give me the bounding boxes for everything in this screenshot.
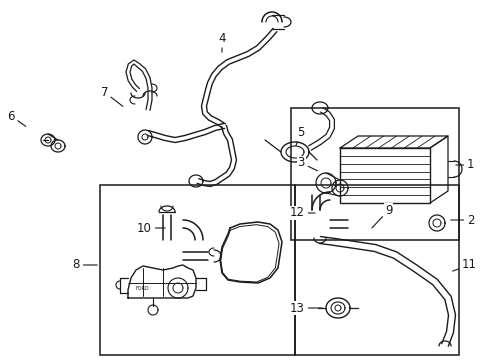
Bar <box>339 148 429 203</box>
Text: FORD: FORD <box>136 286 149 291</box>
Text: 13: 13 <box>289 302 322 315</box>
Bar <box>100 185 294 355</box>
Text: 7: 7 <box>101 85 122 106</box>
Text: 10: 10 <box>137 221 165 234</box>
Text: 11: 11 <box>452 258 476 271</box>
Text: 4: 4 <box>218 31 225 52</box>
Text: 6: 6 <box>7 109 26 126</box>
Text: 5: 5 <box>295 126 305 145</box>
Bar <box>290 108 458 240</box>
Text: 8: 8 <box>73 258 97 271</box>
Text: 9: 9 <box>371 203 392 228</box>
Text: 1: 1 <box>455 158 473 171</box>
Text: 2: 2 <box>450 213 473 226</box>
Text: 12: 12 <box>289 207 315 220</box>
Bar <box>294 185 458 355</box>
Text: 3: 3 <box>297 157 317 171</box>
